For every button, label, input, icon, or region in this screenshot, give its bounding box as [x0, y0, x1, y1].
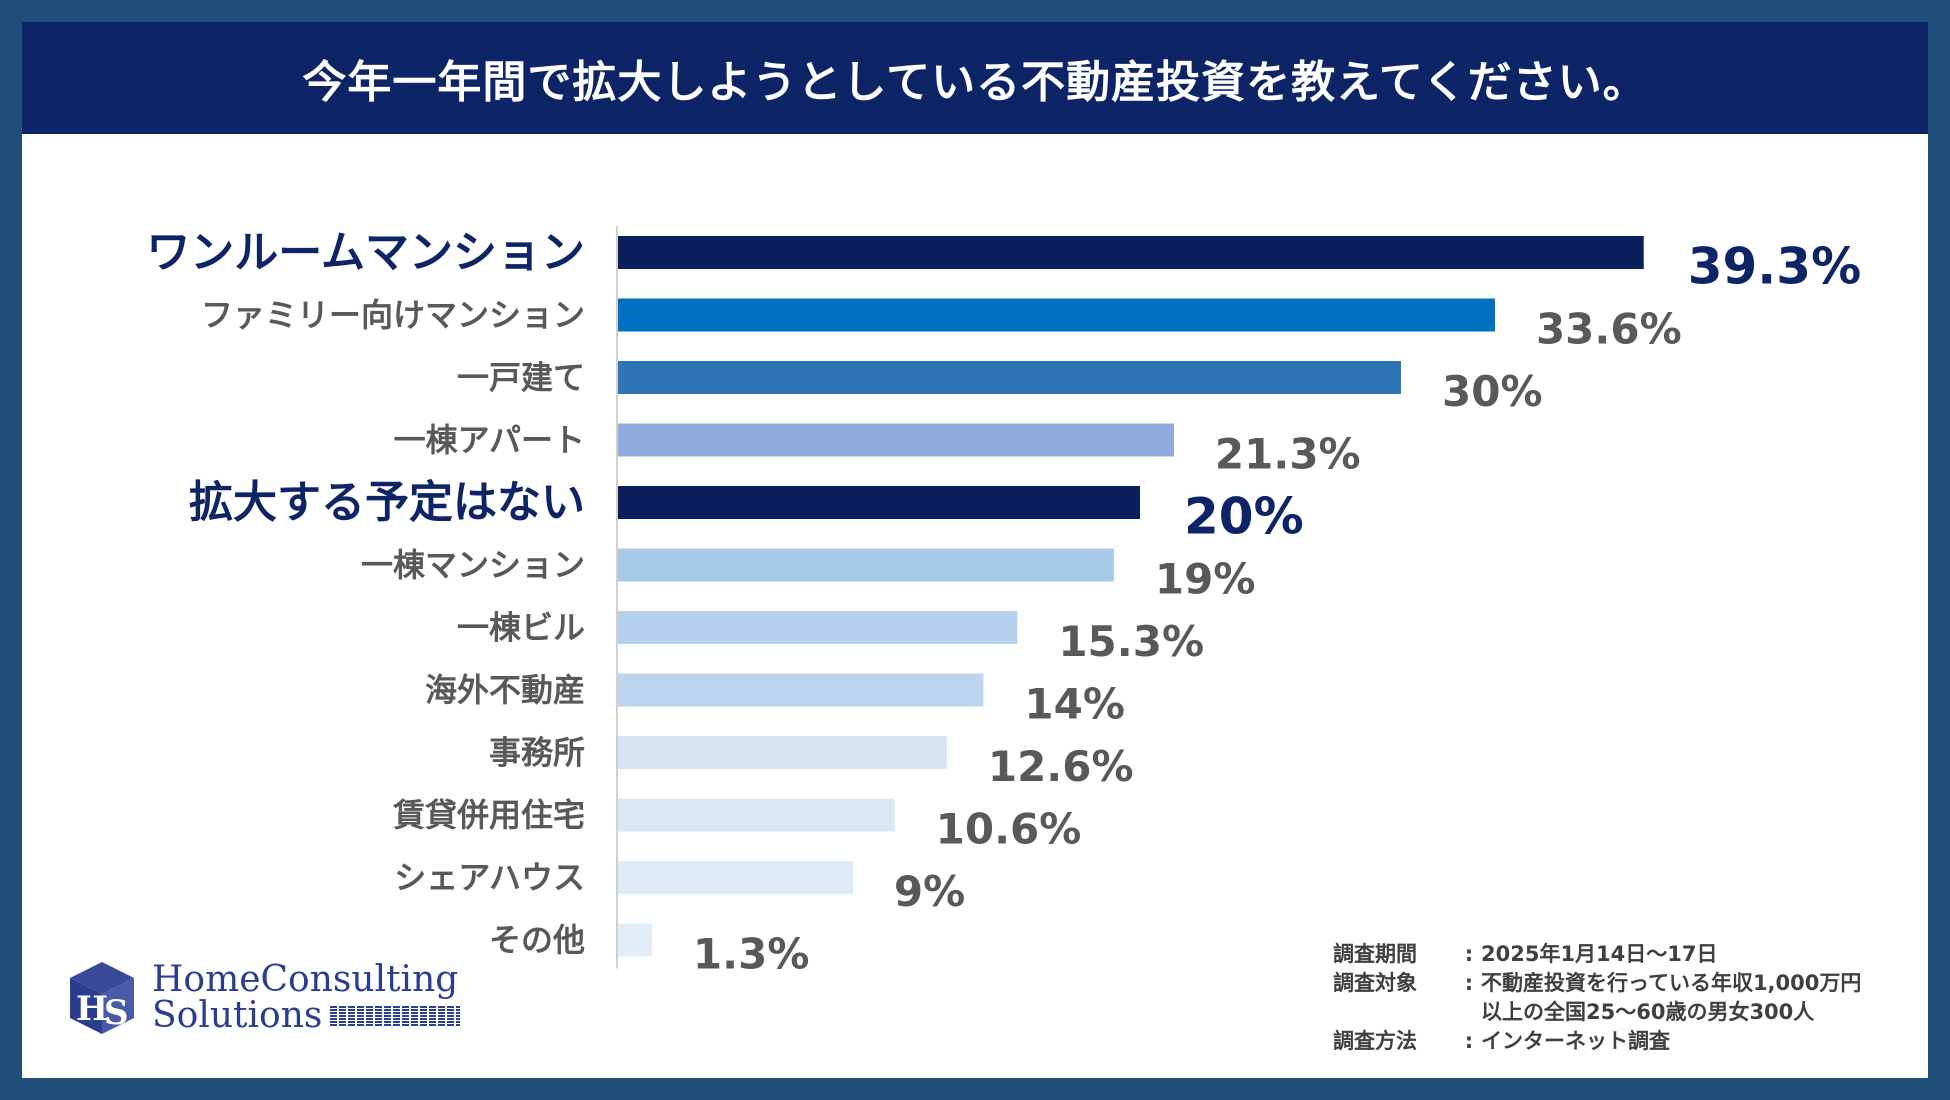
category-label: 事務所 — [489, 734, 585, 772]
bar-8 — [618, 673, 984, 707]
value-label: 14% — [1024, 680, 1125, 729]
svg-text:S: S — [104, 993, 129, 1033]
value-label: 39.3% — [1688, 238, 1861, 296]
logo-line-2: Solutions — [152, 995, 323, 1036]
value-label: 20% — [1184, 488, 1304, 546]
survey-key: 調査方法 — [1333, 1029, 1417, 1053]
category-label: ワンルームマンション — [146, 227, 585, 278]
svg-text:H: H — [76, 989, 108, 1029]
category-label: ファミリー向けマンション — [201, 296, 585, 334]
survey-value: 不動産投資を行っている年収1,000万円 以上の全国25〜60歳の男女300人 — [1481, 971, 1862, 1024]
bar-6 — [618, 548, 1114, 582]
survey-value: インターネット調査 — [1481, 1029, 1670, 1053]
bar-9 — [618, 736, 947, 769]
category-label: 一棟アパート — [394, 421, 585, 459]
survey-row-target: 調査対象 : 不動産投資を行っている年収1,000万円 以上の全国25〜60歳の… — [1333, 969, 1861, 1027]
value-label: 9% — [894, 867, 965, 916]
title-banner: 今年一年間で拡大しようとしている不動産投資を教えてください。 — [22, 22, 1928, 134]
bar-5 — [618, 486, 1140, 519]
value-label: 33.6% — [1536, 305, 1682, 354]
value-label: 1.3% — [693, 930, 809, 979]
bar-2 — [618, 298, 1495, 332]
logo-bars-decoration — [330, 1006, 461, 1026]
value-label: 15.3% — [1058, 617, 1204, 666]
bar-group — [618, 236, 1644, 957]
bar-12 — [618, 923, 652, 957]
bar-3 — [618, 361, 1401, 394]
value-label: 10.6% — [936, 805, 1082, 854]
bar-7 — [618, 611, 1018, 644]
survey-value: 2025年1月14日〜17日 — [1481, 942, 1718, 966]
value-label-group: 39.3%33.6% 30% 21.3% 20% 19% 15.3% 14% 12.6% 10.… — [693, 238, 1861, 979]
survey-row-method: 調査方法 : インターネット調査 — [1333, 1027, 1861, 1056]
value-label: 30% — [1442, 367, 1543, 416]
value-label: 21.3% — [1215, 430, 1361, 479]
category-label-group: ワンルームマンションファミリー向けマンション一戸建て一棟アパート拡大する予定はな… — [146, 227, 585, 959]
survey-key: 調査対象 — [1333, 971, 1417, 995]
logo-line-1: HomeConsulting — [152, 959, 459, 1000]
bar-1 — [618, 236, 1644, 269]
bar-11 — [618, 861, 853, 894]
category-label: 拡大する予定はない — [189, 477, 585, 528]
category-label: 一棟マンション — [361, 546, 585, 584]
chart-title: 今年一年間で拡大しようとしている不動産投資を教えてください。 — [302, 57, 1648, 108]
category-label: その他 — [489, 921, 585, 959]
company-logo: H S HomeConsulting Solutions — [62, 958, 461, 1042]
survey-row-period: 調査期間 : 2025年1月14日〜17日 — [1333, 940, 1861, 969]
survey-info: 調査期間 : 2025年1月14日〜17日 調査対象 : 不動産投資を行っている… — [1333, 940, 1861, 1056]
logo-mark-icon: H S — [70, 962, 134, 1034]
survey-key: 調査期間 — [1333, 942, 1417, 966]
category-label: シェアハウス — [394, 859, 585, 897]
bar-10 — [618, 798, 895, 832]
value-label: 12.6% — [988, 742, 1134, 791]
category-label: 一戸建て — [457, 359, 585, 397]
value-label: 19% — [1155, 555, 1256, 604]
category-label: 海外不動産 — [425, 671, 585, 709]
category-label: 賃貸併用住宅 — [392, 796, 585, 834]
bar-4 — [618, 423, 1174, 457]
category-label: 一棟ビル — [457, 609, 585, 647]
